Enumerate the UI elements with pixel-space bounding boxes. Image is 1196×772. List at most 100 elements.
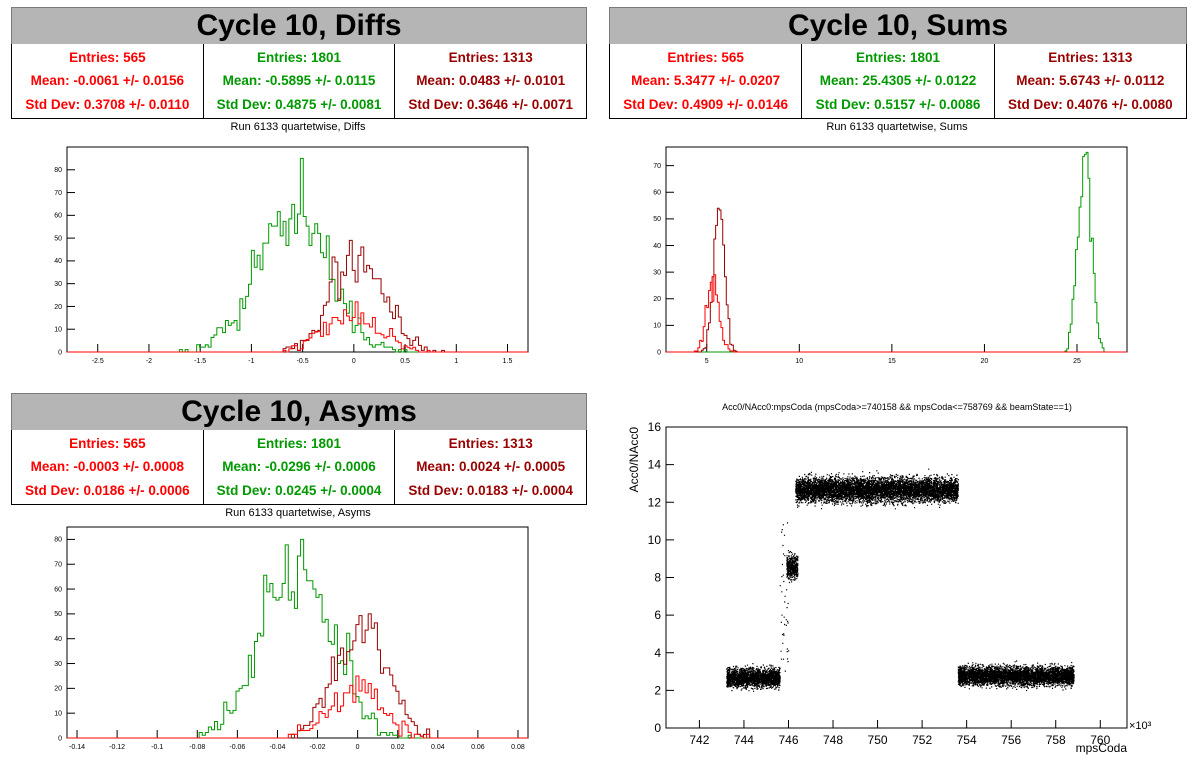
asyms-ytick-label: 70 <box>54 562 62 569</box>
scatter-transition-points <box>779 522 790 672</box>
diffs-xtick-label: 0.5 <box>400 358 410 365</box>
stat-mean: Mean: -0.5895 +/- 0.0115 <box>222 73 376 89</box>
diffs-frame <box>66 146 529 353</box>
sums-ytick-label: 60 <box>653 190 661 197</box>
stat-mean: Mean: 0.0024 +/- 0.0005 <box>416 459 566 475</box>
asyms-xtick-label: 0.08 <box>511 744 525 751</box>
diffs-ytick-label: 40 <box>54 258 62 265</box>
asyms-xtick-label: 0 <box>356 744 360 751</box>
scatter-xtick-label: 744 <box>734 733 754 747</box>
stat-entries: Entries: 565 <box>667 50 744 66</box>
asyms-xtick-label: -0.12 <box>109 744 125 751</box>
scatter-xtick-label: 754 <box>957 733 977 747</box>
diffs-stat-red: Entries: 565 Mean: -0.0061 +/- 0.0156 St… <box>12 44 204 118</box>
asyms-xtick-label: -0.06 <box>229 744 245 751</box>
asyms-stat-green: Entries: 1801 Mean: -0.0296 +/- 0.0006 S… <box>204 430 396 504</box>
scatter-ytick-label: 2 <box>654 683 661 697</box>
diffs-xtick-label: -0.5 <box>297 358 309 365</box>
scatter-xtick-label: 756 <box>1001 733 1021 747</box>
stat-mean: Mean: 5.6743 +/- 0.0112 <box>1016 73 1165 89</box>
stat-entries: Entries: 1801 <box>855 50 941 66</box>
sums-xtick-label: 5 <box>705 358 709 365</box>
asyms-stat-red: Entries: 565 Mean: -0.0003 +/- 0.0008 St… <box>12 430 204 504</box>
scatter-xtick-label: 760 <box>1090 733 1110 747</box>
diffs-title: Run 6133 quartetwise, Diffs <box>230 121 366 133</box>
diffs-xtick-label: -1.5 <box>194 358 206 365</box>
sums-title: Run 6133 quartetwise, Sums <box>826 121 968 133</box>
stat-entries: Entries: 565 <box>69 50 146 66</box>
diffs-ytick-label: 80 <box>54 167 62 174</box>
stat-mean: Mean: -0.0003 +/- 0.0008 <box>30 459 185 475</box>
stat-mean: Mean: 25.4305 +/- 0.0122 <box>819 73 977 89</box>
stat-std: Std Dev: 0.5157 +/- 0.0086 <box>815 96 981 112</box>
sums-frame <box>665 146 1128 353</box>
diffs-series-2 <box>67 301 528 353</box>
diffs-xtick-label: 1 <box>454 358 458 365</box>
stat-entries: Entries: 1801 <box>256 436 342 452</box>
scatter-ytick-label: 4 <box>654 646 661 660</box>
stat-std: Std Dev: 0.4909 +/- 0.0146 <box>623 96 789 112</box>
sums-ytick-label: 50 <box>653 216 661 223</box>
stat-mean: Mean: 5.3477 +/- 0.0207 <box>631 73 781 89</box>
scatter-cluster-1 <box>786 550 799 584</box>
scatter-xtick-label: 748 <box>823 733 843 747</box>
sums-stat-red: Entries: 565 Mean: 5.3477 +/- 0.0207 Std… <box>610 44 803 118</box>
asyms-ytick-label: 60 <box>54 586 62 593</box>
asyms-ytick-label: 40 <box>54 636 62 643</box>
asyms-ytick-label: 10 <box>54 711 62 718</box>
sums-stats-box: Entries: 565 Mean: 5.3477 +/- 0.0207 Std… <box>609 44 1187 119</box>
diffs-ytick-label: 60 <box>54 213 62 220</box>
stat-std: Std Dev: 0.4875 +/- 0.0081 <box>216 96 382 112</box>
diffs-ytick-label: 20 <box>54 304 62 311</box>
asyms-ytick-label: 30 <box>54 661 62 668</box>
asyms-banner: Cycle 10, Asyms <box>11 393 587 431</box>
diffs-stat-darkred: Entries: 1313 Mean: 0.0483 +/- 0.0101 St… <box>395 44 586 118</box>
stat-entries: Entries: 565 <box>69 436 146 452</box>
scatter-cluster-0 <box>726 663 781 692</box>
scatter-ytick-label: 16 <box>648 420 662 434</box>
sums-xtick-label: 25 <box>1073 358 1081 365</box>
scatter-ytick-label: 0 <box>654 721 661 735</box>
diffs-ytick-label: 70 <box>54 190 62 197</box>
sums-ytick-label: 0 <box>657 349 661 356</box>
sums-ytick-label: 70 <box>653 163 661 170</box>
sums-stat-darkred: Entries: 1313 Mean: 5.6743 +/- 0.0112 St… <box>995 44 1186 118</box>
asyms-ytick-label: 80 <box>54 537 62 544</box>
stat-entries: Entries: 1313 <box>448 50 533 66</box>
scatter-xlabel: mpsCoda <box>1076 741 1128 755</box>
asyms-xtick-label: -0.04 <box>269 744 285 751</box>
asyms-ytick-label: 0 <box>58 735 62 742</box>
scatter-ytick-label: 10 <box>648 533 662 547</box>
sums-series-2 <box>666 274 1127 353</box>
diffs-xtick-label: 0 <box>352 358 356 365</box>
stat-entries: Entries: 1313 <box>448 436 533 452</box>
scatter-x-multiplier: ×10³ <box>1129 720 1152 732</box>
diffs-ytick-label: 0 <box>58 349 62 356</box>
stat-mean: Mean: -0.0061 +/- 0.0156 <box>30 73 185 89</box>
stat-std: Std Dev: 0.3708 +/- 0.0110 <box>25 96 190 112</box>
scatter-cluster-3 <box>957 660 1075 692</box>
scatter-ytick-label: 12 <box>648 495 662 509</box>
scatter-ylabel: Acc0/NAcc0 <box>627 427 641 493</box>
stat-std: Std Dev: 0.0183 +/- 0.0004 <box>408 482 574 498</box>
sums-ytick-label: 10 <box>653 323 661 330</box>
sums-xtick-label: 20 <box>981 358 989 365</box>
sums-ytick-label: 20 <box>653 296 661 303</box>
stat-entries: Entries: 1313 <box>1048 50 1133 66</box>
sums-stat-green: Entries: 1801 Mean: 25.4305 +/- 0.0122 S… <box>802 44 995 118</box>
scatter-title: Acc0/NAcc0:mpsCoda (mpsCoda>=740158 && m… <box>722 402 1072 412</box>
stat-std: Std Dev: 0.3646 +/- 0.0071 <box>408 96 574 112</box>
stat-mean: Mean: 0.0483 +/- 0.0101 <box>416 73 566 89</box>
diffs-xtick-label: -2.5 <box>92 358 104 365</box>
asyms-title: Run 6133 quartetwise, Asyms <box>225 507 371 519</box>
diffs-stat-green: Entries: 1801 Mean: -0.5895 +/- 0.0115 S… <box>204 44 396 118</box>
scatter-xtick-label: 750 <box>868 733 888 747</box>
asyms-ytick-label: 50 <box>54 611 62 618</box>
sums-ytick-label: 30 <box>653 269 661 276</box>
scatter-ytick-label: 8 <box>654 571 661 585</box>
asyms-xtick-label: 0.06 <box>471 744 485 751</box>
diffs-xtick-label: -1 <box>248 358 254 365</box>
stat-std: Std Dev: 0.0186 +/- 0.0006 <box>24 482 190 498</box>
asyms-xtick-label: -0.02 <box>310 744 326 751</box>
asyms-xtick-label: 0.02 <box>391 744 405 751</box>
